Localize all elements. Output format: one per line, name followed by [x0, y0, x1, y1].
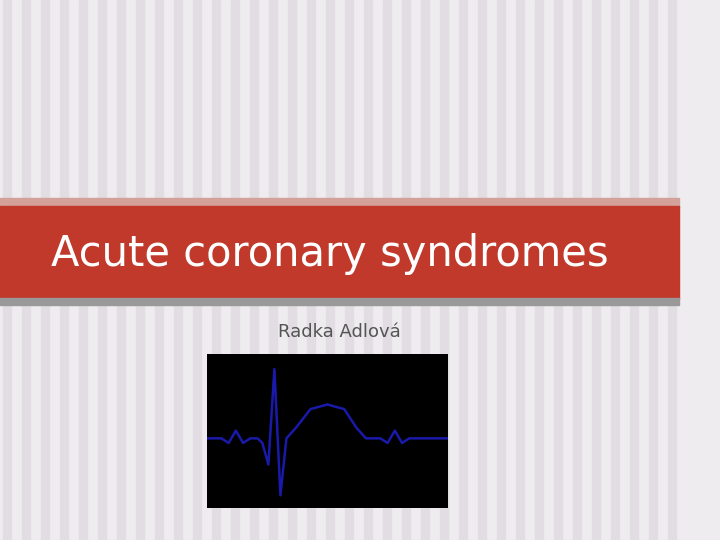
Bar — [573, 0, 581, 540]
Bar — [156, 0, 163, 540]
Bar — [0, 198, 678, 207]
Bar — [60, 0, 68, 540]
Bar — [207, 354, 448, 508]
Text: Acute coronary syndromes: Acute coronary syndromes — [51, 233, 608, 275]
Bar — [99, 0, 106, 540]
Bar — [630, 0, 638, 540]
Bar — [516, 0, 524, 540]
Bar — [326, 0, 334, 540]
Bar — [0, 298, 678, 305]
Bar — [136, 0, 144, 540]
Bar — [289, 0, 296, 540]
Bar — [212, 0, 220, 540]
Bar — [554, 0, 562, 540]
Bar — [174, 0, 182, 540]
Bar — [307, 0, 315, 540]
Bar — [459, 0, 467, 540]
Bar — [346, 0, 353, 540]
Bar — [611, 0, 618, 540]
Bar — [364, 0, 372, 540]
Bar — [421, 0, 429, 540]
Bar — [22, 0, 30, 540]
Bar — [0, 206, 678, 299]
Bar — [79, 0, 87, 540]
Text: Radka Adlová: Radka Adlová — [278, 323, 400, 341]
Bar — [251, 0, 258, 540]
Bar — [207, 354, 448, 508]
Bar — [593, 0, 600, 540]
Bar — [269, 0, 276, 540]
Bar — [498, 0, 505, 540]
Bar — [478, 0, 486, 540]
Bar — [668, 0, 676, 540]
Bar — [402, 0, 410, 540]
Bar — [649, 0, 657, 540]
Bar — [4, 0, 11, 540]
Bar — [536, 0, 543, 540]
Bar — [41, 0, 49, 540]
Bar — [441, 0, 448, 540]
Bar — [117, 0, 125, 540]
Bar — [194, 0, 201, 540]
Bar — [231, 0, 239, 540]
Bar — [383, 0, 391, 540]
